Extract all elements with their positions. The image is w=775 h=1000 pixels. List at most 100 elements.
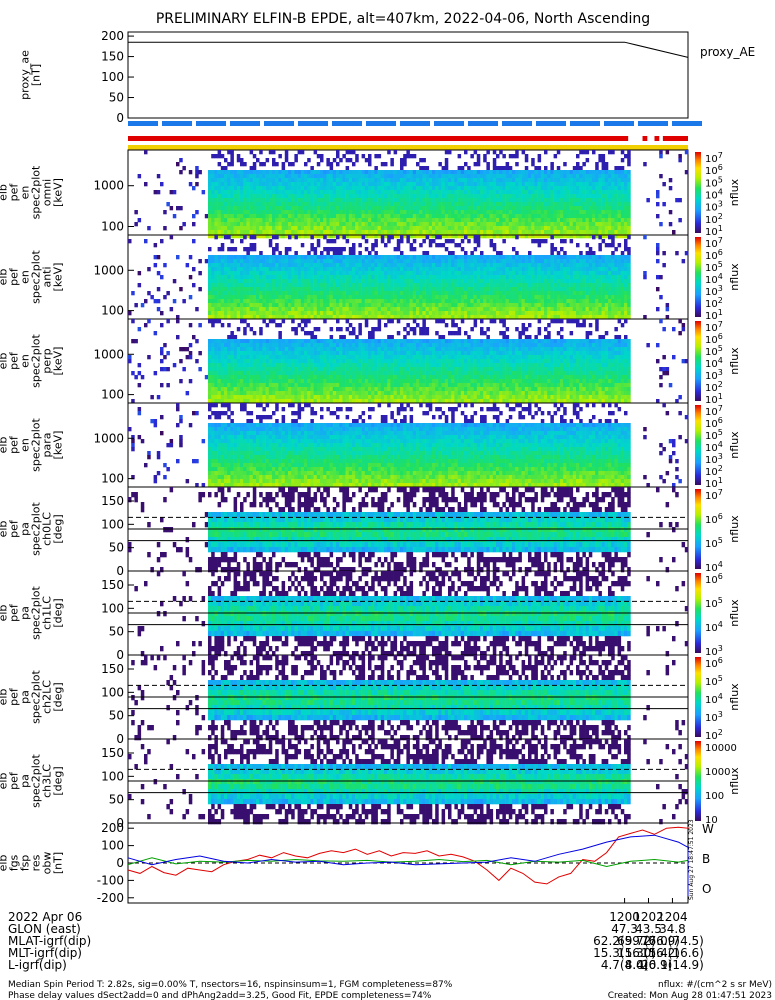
- heatmap-cell: [496, 198, 500, 202]
- heatmap-cell: [592, 226, 596, 230]
- heatmap-cell: [576, 263, 580, 267]
- heatmap-cell: [445, 210, 449, 214]
- heatmap-cell: [611, 182, 615, 186]
- heatmap-cell: [269, 259, 273, 263]
- heatmap-cell: [576, 218, 580, 222]
- heatmap-cell: [624, 311, 628, 315]
- heatmap-cell: [483, 154, 487, 158]
- heatmap-cell: [470, 287, 474, 291]
- heatmap-cell: [541, 206, 545, 210]
- heatmap-cell: [253, 235, 256, 239]
- heatmap-cell: [624, 243, 628, 247]
- heatmap-cell: [256, 311, 260, 315]
- heatmap-cell: [378, 275, 382, 279]
- heatmap-cell: [566, 198, 570, 202]
- heatmap-cell: [294, 174, 298, 178]
- heatmap-cell: [214, 235, 218, 239]
- heatmap-cell: [480, 283, 484, 287]
- heatmap-cell: [611, 311, 615, 315]
- heatmap-cell: [269, 271, 273, 275]
- status-bar-blue-segment: [298, 121, 328, 126]
- heatmap-cell: [589, 206, 593, 210]
- heatmap-cell: [477, 222, 481, 226]
- heatmap-cell: [285, 263, 289, 267]
- heatmap-cell: [326, 202, 330, 206]
- heatmap-cell: [480, 259, 484, 263]
- heatmap-cell: [406, 307, 410, 311]
- heatmap-cell: [435, 190, 439, 194]
- heatmap-cell: [531, 206, 535, 210]
- heatmap-cell: [278, 190, 282, 194]
- heatmap-cell: [579, 214, 583, 218]
- heatmap-cell: [602, 194, 606, 198]
- heatmap-cell: [403, 162, 407, 166]
- heatmap-cell: [502, 182, 506, 186]
- heatmap-cell: [237, 275, 241, 279]
- heatmap-cell: [602, 299, 606, 303]
- heatmap-cell: [256, 222, 260, 226]
- heatmap-cell: [330, 263, 334, 267]
- heatmap-cell: [346, 222, 350, 226]
- heatmap-cell: [435, 206, 439, 210]
- heatmap-cell: [307, 275, 311, 279]
- heatmap-cell: [422, 267, 426, 271]
- heatmap-cell: [266, 194, 270, 198]
- heatmap-cell: [528, 198, 532, 202]
- heatmap-cell: [390, 299, 394, 303]
- heatmap-cell: [499, 178, 503, 182]
- heatmap-cell: [285, 206, 289, 210]
- heatmap-cell: [288, 214, 292, 218]
- heatmap-cell: [582, 303, 586, 307]
- heatmap-cell: [531, 311, 535, 315]
- heatmap-cell: [464, 267, 468, 271]
- heatmap-cell: [250, 222, 254, 226]
- heatmap-cell: [208, 218, 212, 222]
- heatmap-cell: [470, 255, 474, 259]
- heatmap-cell: [387, 214, 391, 218]
- heatmap-cell: [301, 194, 305, 198]
- heatmap-cell: [490, 170, 494, 174]
- heatmap-cell: [374, 259, 378, 263]
- heatmap-cell: [410, 271, 414, 275]
- heatmap-cell: [563, 239, 567, 243]
- heatmap-cell: [416, 287, 420, 291]
- heatmap-cell: [442, 311, 446, 315]
- heatmap-cell: [333, 279, 337, 283]
- heatmap-cell: [586, 178, 590, 182]
- heatmap-cell: [368, 206, 372, 210]
- heatmap-cell: [515, 222, 519, 226]
- heatmap-cell: [243, 235, 247, 239]
- heatmap-cell: [243, 214, 247, 218]
- heatmap-cell: [310, 190, 314, 194]
- heatmap-cell: [230, 283, 234, 287]
- heatmap-cell: [506, 186, 510, 190]
- heatmap-cell: [362, 198, 366, 202]
- heatmap-cell: [467, 239, 471, 243]
- heatmap-cell: [624, 190, 628, 194]
- heatmap-cell: [262, 283, 266, 287]
- heatmap-cell: [240, 182, 244, 186]
- heatmap-cell: [307, 303, 311, 307]
- heatmap-cell: [480, 210, 484, 214]
- heatmap-cell: [656, 202, 660, 206]
- heatmap-cell: [346, 239, 350, 243]
- heatmap-cell: [374, 239, 378, 243]
- status-bar-blue-segment: [468, 121, 498, 126]
- heatmap-cell: [246, 303, 250, 307]
- heatmap-cell: [502, 166, 506, 170]
- heatmap-cell: [467, 271, 471, 275]
- heatmap-cell: [314, 198, 318, 202]
- heatmap-cell: [509, 311, 513, 315]
- heatmap-cell: [387, 186, 391, 190]
- heatmap-cell: [458, 206, 462, 210]
- heatmap-cell: [291, 174, 295, 178]
- heatmap-cell: [358, 226, 362, 230]
- heatmap-cell: [291, 178, 295, 182]
- heatmap-cell: [307, 202, 311, 206]
- heatmap-cell: [227, 267, 231, 271]
- heatmap-cell: [496, 210, 500, 214]
- heatmap-cell: [531, 267, 535, 271]
- heatmap-cell: [627, 235, 631, 239]
- heatmap-cell: [416, 311, 420, 315]
- heatmap-cell: [483, 303, 487, 307]
